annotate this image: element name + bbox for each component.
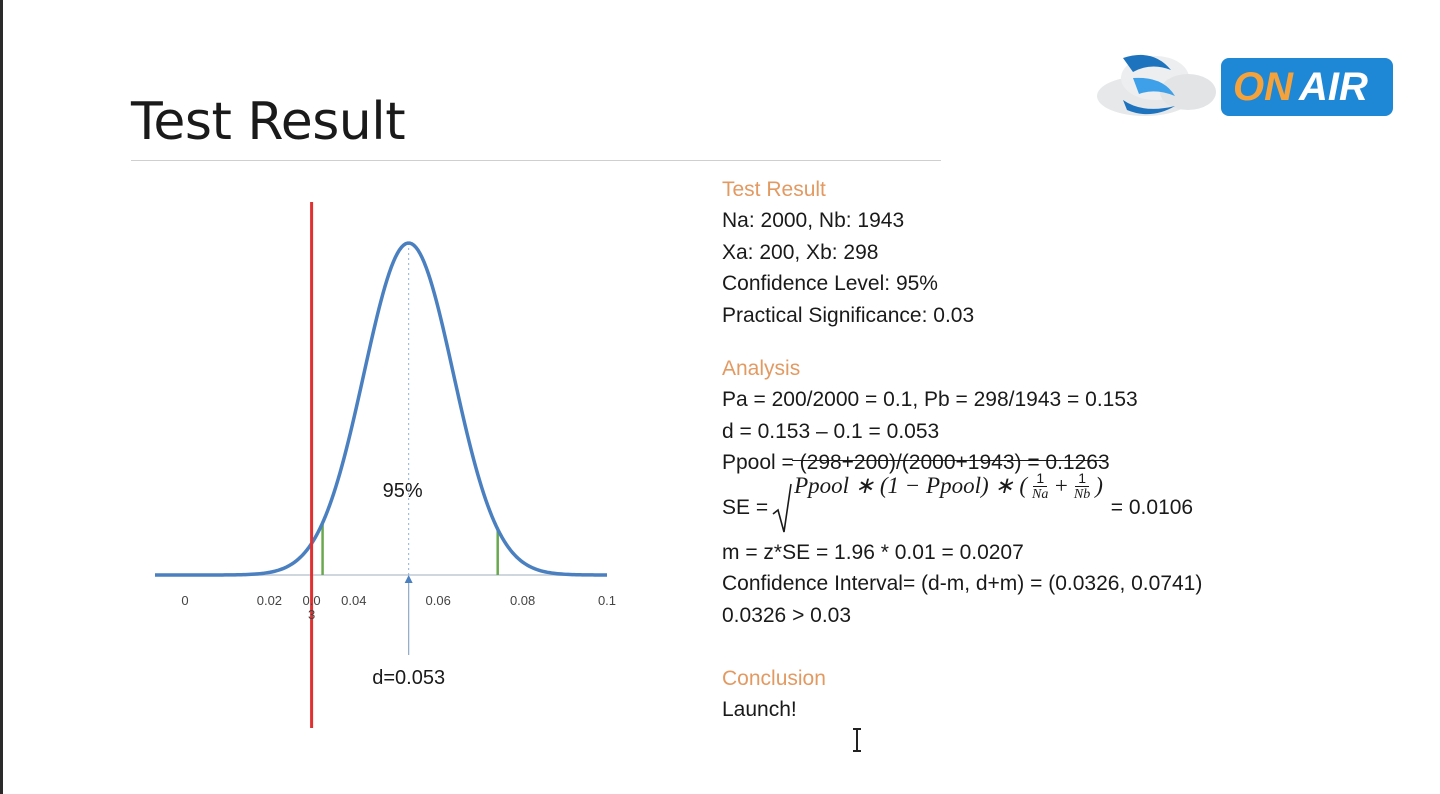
fraction-1-nb: 1 Nb bbox=[1071, 470, 1093, 502]
area-percent-label: 95% bbox=[383, 480, 423, 502]
test-result-line: Xa: 200, Xb: 298 bbox=[722, 240, 879, 264]
analysis-heading: Analysis bbox=[722, 357, 801, 380]
se-expression: Ppool ∗ (1 − Ppool) ∗ ( bbox=[794, 473, 1028, 498]
x-tick-label: 0.0 3 bbox=[303, 593, 321, 622]
standard-error-formula: SE = Ppool ∗ (1 − Ppool) ∗ ( 1 Na + 1 Nb… bbox=[722, 460, 1422, 537]
logo-on-text: ON bbox=[1233, 65, 1294, 109]
fraction-denominator: Nb bbox=[1073, 486, 1091, 502]
analysis-line: m = z*SE = 1.96 * 0.01 = 0.0207 bbox=[722, 540, 1024, 564]
test-result-lines: Na: 2000, Nb: 1943 Xa: 200, Xb: 298 Conf… bbox=[722, 205, 1422, 331]
x-tick-label: 0.08 bbox=[510, 593, 535, 608]
sqrt-body: Ppool ∗ (1 − Ppool) ∗ ( 1 Na + 1 Nb ) bbox=[792, 460, 1105, 509]
analysis-line: Pa = 200/2000 = 0.1, Pb = 298/1943 = 0.1… bbox=[722, 388, 1138, 411]
test-result-line: Confidence Level: 95% bbox=[722, 272, 938, 295]
results-panel: Test Result Na: 2000, Nb: 1943 Xa: 200, … bbox=[722, 174, 1422, 726]
se-result: = 0.0106 bbox=[1104, 495, 1194, 519]
x-tick-label: 0.06 bbox=[426, 593, 451, 608]
test-result-line: Na: 2000, Nb: 1943 bbox=[722, 209, 905, 232]
test-result-line: Practical Significance: 0.03 bbox=[722, 303, 975, 327]
swirl-icon bbox=[1123, 54, 1175, 115]
analysis-line: d = 0.153 – 0.1 = 0.053 bbox=[722, 419, 940, 443]
tick-label-part: 3 bbox=[308, 607, 315, 622]
text-cursor-icon bbox=[853, 728, 861, 752]
x-tick-label: 0.1 bbox=[598, 593, 616, 608]
analysis-line: Confidence Interval= (d-m, d+m) = (0.032… bbox=[722, 572, 1203, 595]
conclusion-text: Launch! bbox=[722, 698, 797, 721]
slide-title: Test Result bbox=[131, 92, 406, 152]
mean-value-label: d=0.053 bbox=[372, 667, 445, 689]
analysis-line: 0.0326 > 0.03 bbox=[722, 603, 852, 627]
mean-arrow-head bbox=[404, 575, 413, 583]
fraction-numerator: 1 bbox=[1033, 470, 1048, 487]
fraction-numerator: 1 bbox=[1075, 470, 1089, 487]
distribution-curve bbox=[155, 241, 607, 577]
onair-logo: ON AIR bbox=[1097, 54, 1393, 116]
x-tick-label: 0.02 bbox=[257, 593, 282, 608]
se-close-paren: ) bbox=[1095, 473, 1103, 498]
conclusion-heading: Conclusion bbox=[722, 667, 826, 690]
normal-distribution-chart: 0 0.02 0.0 3 0.04 0.06 0.08 0.1 95% d=0.053 bbox=[155, 202, 616, 728]
sqrt-radical-icon bbox=[772, 483, 792, 532]
test-result-heading: Test Result bbox=[722, 178, 826, 201]
title-divider bbox=[131, 160, 941, 161]
logo-air-text: AIR bbox=[1298, 65, 1368, 109]
fraction-denominator: Na bbox=[1032, 486, 1049, 502]
analysis-line: Ppool = (298+200)/(2000+1943) = 0.1263 bbox=[722, 451, 1110, 474]
x-tick-label: 0 bbox=[181, 593, 188, 608]
se-prefix: SE = bbox=[722, 495, 769, 519]
onair-badge: ON AIR bbox=[1221, 58, 1393, 116]
tick-label-part: 0.0 bbox=[303, 593, 321, 608]
x-tick-label: 0.04 bbox=[341, 593, 366, 608]
se-plus: + bbox=[1053, 473, 1069, 498]
fraction-1-na: 1 Na bbox=[1029, 470, 1051, 502]
